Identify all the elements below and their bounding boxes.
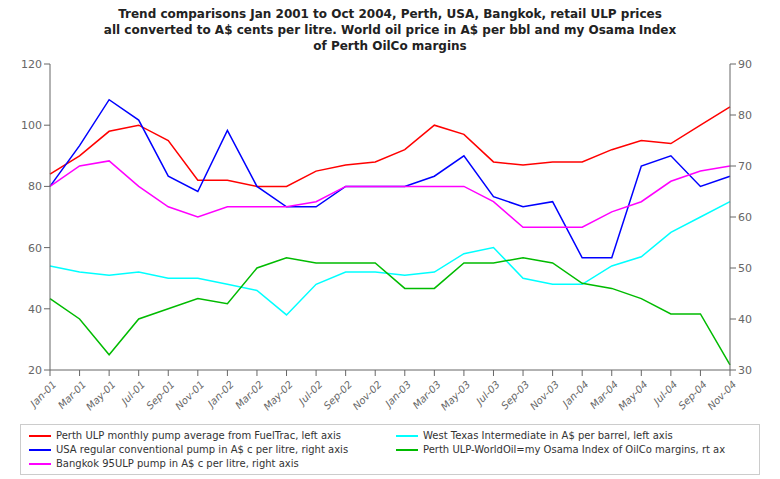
svg-text:Mar-03: Mar-03 xyxy=(411,379,443,411)
svg-text:Jan-02: Jan-02 xyxy=(204,379,236,411)
svg-text:50: 50 xyxy=(738,262,752,275)
svg-text:Nov-01: Nov-01 xyxy=(173,379,206,412)
svg-text:Mar-02: Mar-02 xyxy=(233,379,265,411)
svg-text:60: 60 xyxy=(738,211,752,224)
svg-text:May-04: May-04 xyxy=(616,379,650,413)
html-text:USA regular conventional pump: USA regular conventional pump in A$ c pe… xyxy=(56,444,349,455)
svg-text:Nov-04: Nov-04 xyxy=(705,379,738,412)
svg-text:40: 40 xyxy=(28,303,42,316)
svg-text:30: 30 xyxy=(738,364,752,377)
svg-text:Sep-01: Sep-01 xyxy=(144,379,177,412)
svg-text:80: 80 xyxy=(28,180,42,193)
svg-text:90: 90 xyxy=(738,58,752,71)
svg-text:80: 80 xyxy=(738,109,752,122)
html-text:Perth ULP monthly pump average: Perth ULP monthly pump average from Fuel… xyxy=(56,430,341,441)
svg-text:Nov-02: Nov-02 xyxy=(351,379,384,412)
svg-text:Jul-02: Jul-02 xyxy=(296,378,325,407)
svg-text:Sep-03: Sep-03 xyxy=(499,379,532,412)
svg-text:40: 40 xyxy=(738,313,752,326)
svg-text:20: 20 xyxy=(28,364,42,377)
html-text:Trend comparisons Jan 2001 to: Trend comparisons Jan 2001 to Oct 2004, … xyxy=(103,7,677,53)
svg-text:70: 70 xyxy=(738,160,752,173)
svg-text:Jul-01: Jul-01 xyxy=(119,378,148,407)
svg-text:May-01: May-01 xyxy=(84,379,118,413)
svg-text:May-02: May-02 xyxy=(261,379,295,413)
svg-text:Sep-02: Sep-02 xyxy=(321,379,354,412)
html-text:West Texas Intermediate in A$: West Texas Intermediate in A$ per barrel… xyxy=(423,430,673,441)
svg-text:Jul-03: Jul-03 xyxy=(474,378,502,407)
svg-text:Jan-03: Jan-03 xyxy=(382,379,414,411)
html-text:Bangkok 95ULP pump in A$ c per: Bangkok 95ULP pump in A$ c per litre, ri… xyxy=(56,458,299,469)
svg-text:Jan-04: Jan-04 xyxy=(559,379,591,411)
svg-text:120: 120 xyxy=(21,58,42,71)
svg-text:Jul-04: Jul-04 xyxy=(651,378,680,407)
svg-text:60: 60 xyxy=(28,242,42,255)
svg-text:Jan-01: Jan-01 xyxy=(27,379,59,411)
svg-text:Nov-03: Nov-03 xyxy=(528,379,561,412)
svg-text:100: 100 xyxy=(21,119,42,132)
html-text:Perth ULP-WorldOil=my Osama In: Perth ULP-WorldOil=my Osama Index of Oil… xyxy=(423,444,726,455)
svg-text:Mar-01: Mar-01 xyxy=(56,379,88,411)
svg-text:Mar-04: Mar-04 xyxy=(588,379,620,411)
svg-text:May-03: May-03 xyxy=(439,379,473,413)
svg-text:Sep-04: Sep-04 xyxy=(676,379,709,412)
